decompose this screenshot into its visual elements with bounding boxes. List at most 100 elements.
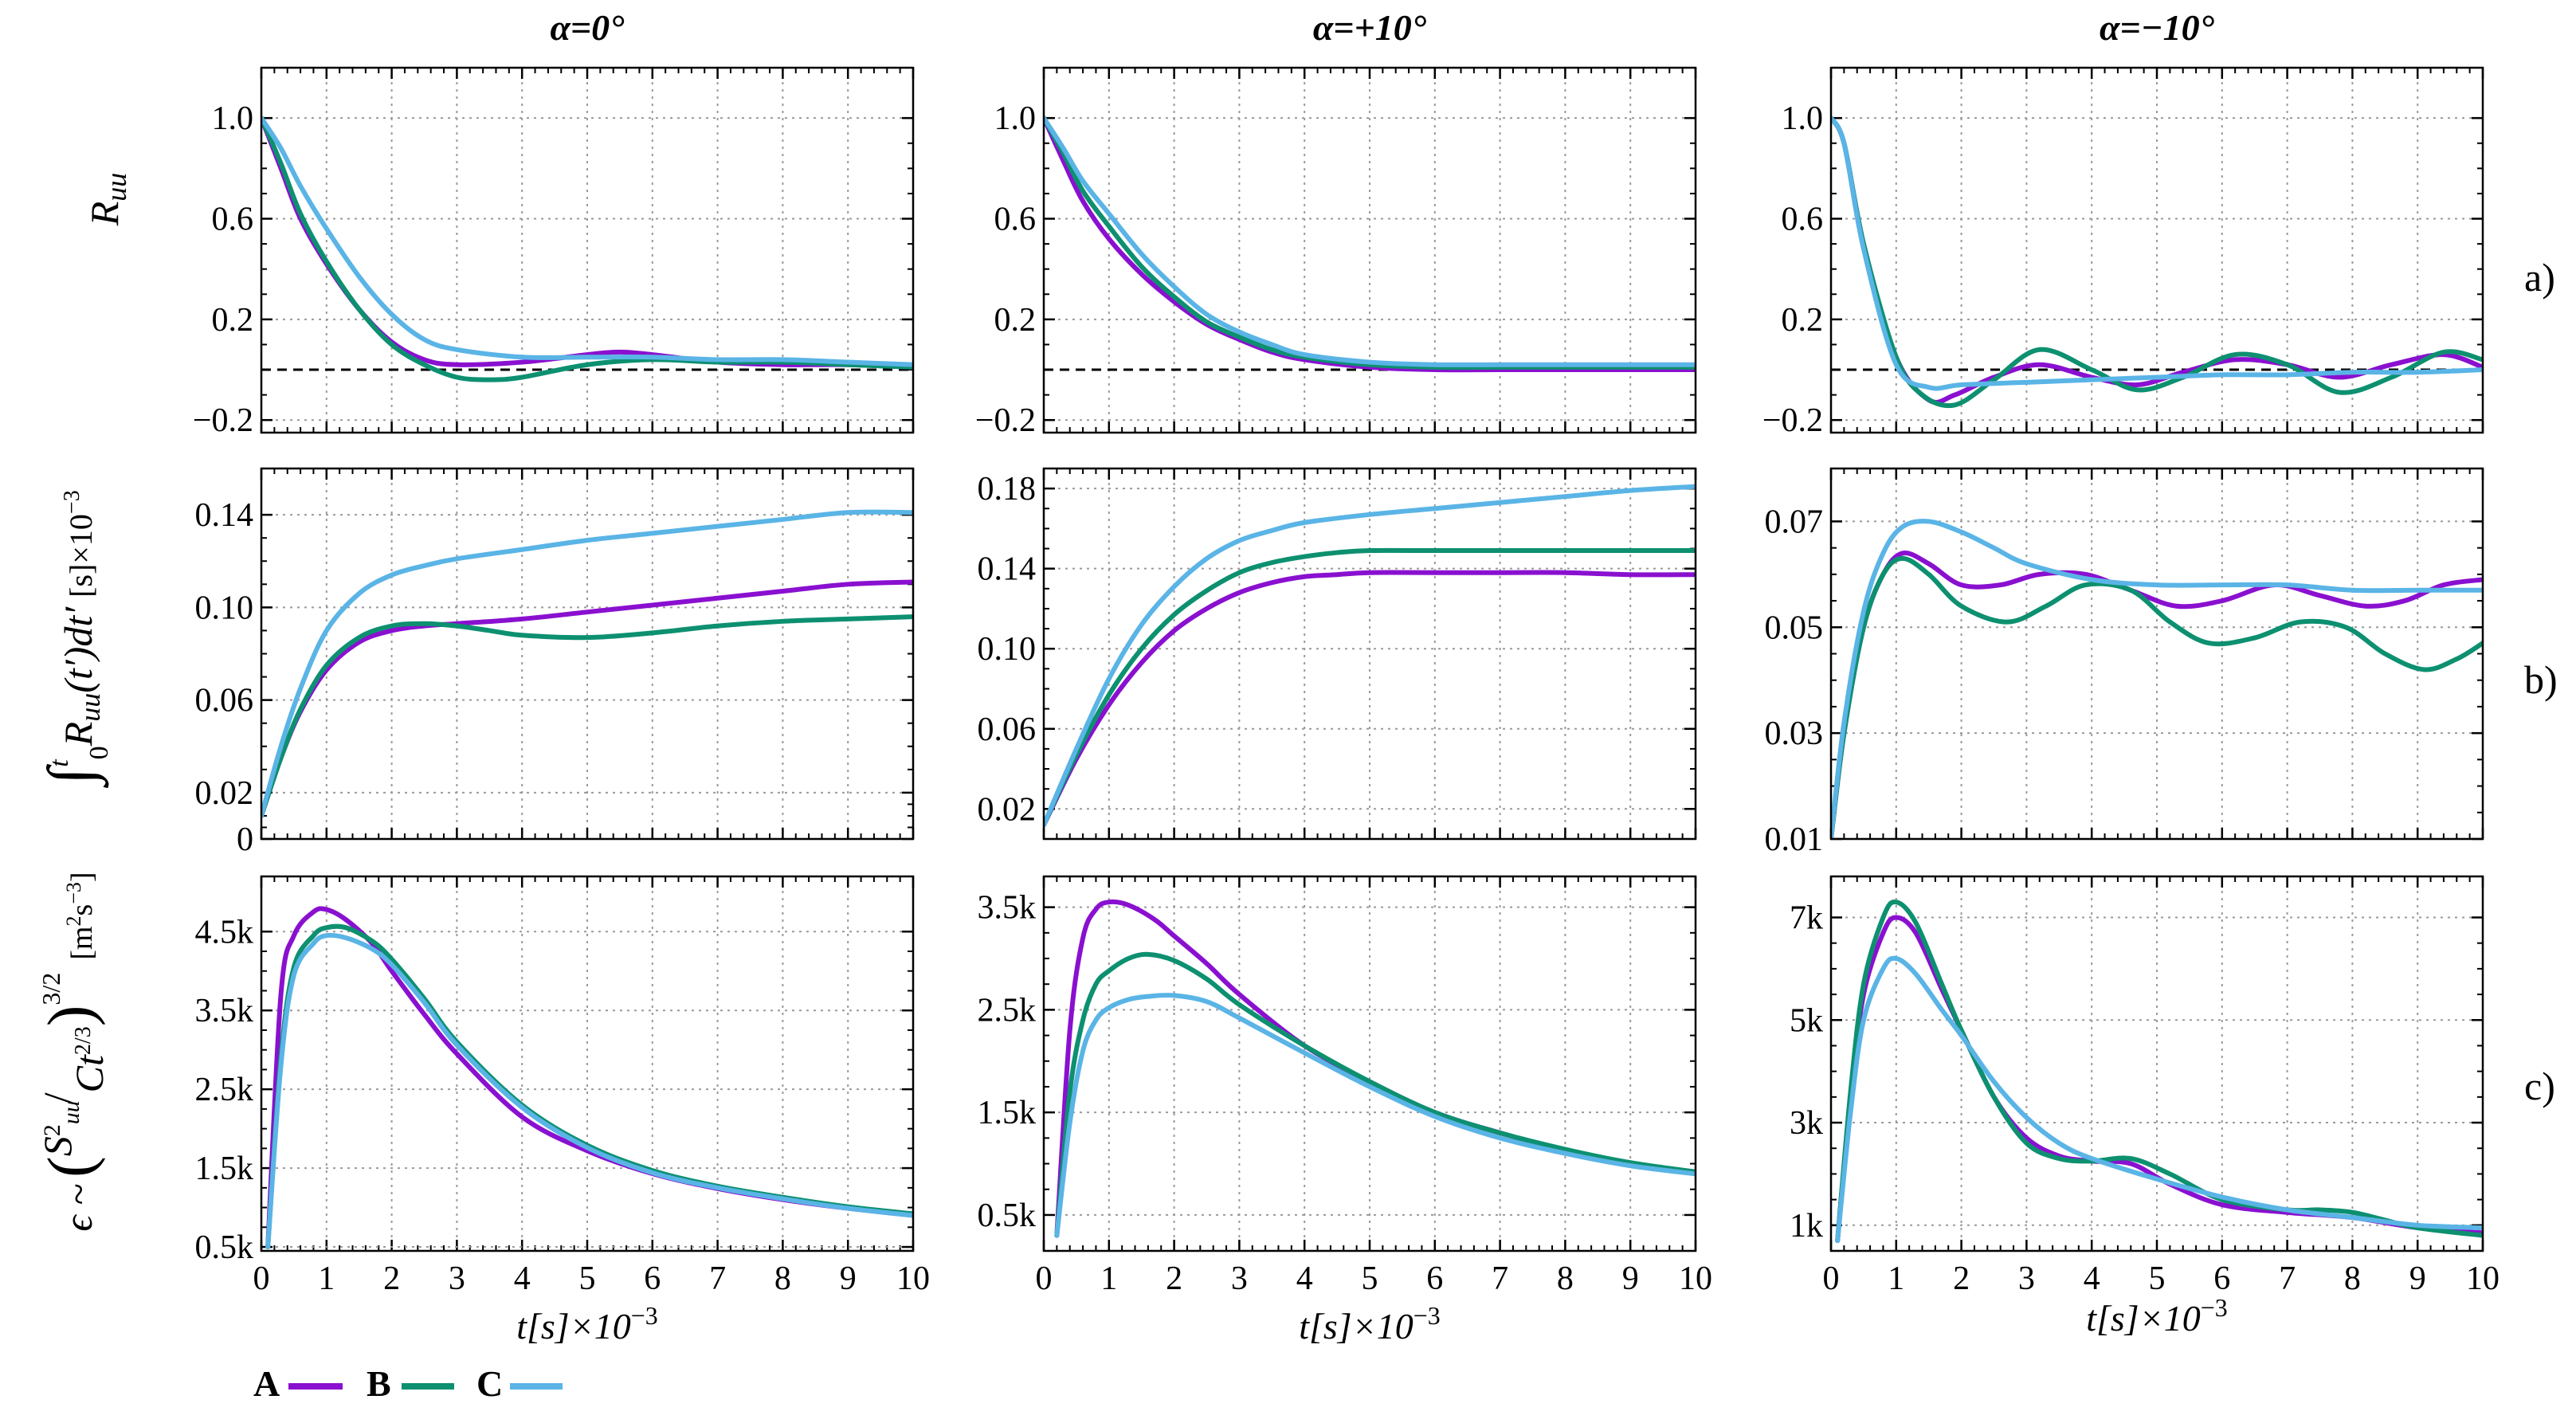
y-tick-label: 0.06 — [978, 711, 1037, 748]
y-tick-label: −0.2 — [975, 402, 1036, 439]
series-line-a — [265, 906, 913, 1250]
panel-a2: −0.2 0.2 0.6 1.0 — [1762, 66, 2484, 439]
series-line-c — [1831, 116, 2483, 391]
series-line-b — [261, 614, 913, 818]
series-line-a — [1044, 116, 1696, 373]
col-title-alpha-plus-10: α=+10° — [1313, 7, 1427, 48]
x-tick-label: 4 — [2084, 1260, 2100, 1297]
y-tick-label: 0.6 — [212, 202, 254, 238]
y-tick-label: 1.5k — [195, 1150, 254, 1187]
legend-label-a: A — [253, 1363, 280, 1404]
y-tick-label: 0.6 — [994, 202, 1037, 238]
y-tick-label: 0 — [237, 821, 253, 858]
x-tick-label: 6 — [644, 1260, 661, 1297]
svg-text:ϵ ~(S2uu/Ct2/3)3/2[m2s−3]: ϵ ~(S2uu/Ct2/3)3/2[m2s−3] — [35, 872, 112, 1231]
series-line-a — [1831, 116, 2483, 405]
y-tick-label: 1.5k — [978, 1095, 1037, 1131]
series-line-b — [1835, 900, 2483, 1244]
y-tick-label: 5k — [1790, 1002, 1823, 1039]
y-tick-label: 0.5k — [195, 1229, 254, 1266]
x-tick-label: 7 — [1492, 1260, 1508, 1297]
col-title-alpha-minus-10: α=−10° — [2100, 7, 2215, 48]
xaxis-label-col2-text: t[s]×10 — [2086, 1298, 2201, 1339]
ylabel-integral-rest: (t′)dt′ — [56, 606, 100, 693]
panel-b2: 0.01 0.03 0.05 0.07 — [1765, 467, 2484, 858]
row-tag-b: b) — [2524, 657, 2558, 702]
ylabel-integral-lower: 0 — [84, 746, 114, 759]
legend-label-b: B — [367, 1363, 391, 1404]
series-line-b — [1831, 555, 2483, 839]
x-tick-label: 1 — [318, 1260, 335, 1297]
x-tick-label: 2 — [1953, 1260, 1970, 1297]
plot-frame — [1042, 66, 1697, 434]
y-tick-label: 0.5k — [978, 1198, 1037, 1234]
x-tick-label: 2 — [1166, 1260, 1182, 1297]
x-tick-label: 5 — [2149, 1260, 2166, 1297]
panel-c0: 0 1 2 3 4 5 6 7 8 9 10 0.5k 1.5k 2.5k 3.5k 4.5k — [195, 875, 930, 1297]
ylabel-eps-num: S — [35, 1136, 80, 1156]
xaxis-label-col0-exp: −3 — [631, 1301, 658, 1330]
x-tick-label: 5 — [1362, 1260, 1378, 1297]
plot-frame — [1829, 66, 2484, 434]
ylabel-eps-units-exp2: −3 — [62, 882, 85, 904]
panel-a0: −0.2 0.2 0.6 1.0 — [193, 66, 915, 439]
series-line-c — [1044, 484, 1696, 828]
xaxis-label-col0: t[s]×10−3 — [516, 1301, 658, 1346]
plot-frame — [260, 467, 915, 841]
series-line-c — [261, 116, 913, 367]
ylabel-row-b: ∫t 0Ruu(t′)dt′ [s]×10−3 — [36, 490, 114, 788]
x-tick-label: 3 — [1231, 1260, 1248, 1297]
x-tick-label: 4 — [1296, 1260, 1313, 1297]
x-tick-label: 10 — [896, 1260, 930, 1297]
series-line-c — [1831, 519, 2483, 839]
x-tick-label: 5 — [579, 1260, 596, 1297]
y-tick-label: 0.14 — [978, 551, 1037, 588]
series-line-b — [1044, 116, 1696, 370]
xaxis-label-col1-text: t[s]×10 — [1299, 1306, 1413, 1346]
y-tick-label: 0.2 — [1782, 302, 1824, 339]
y-tick-label: −0.2 — [1762, 402, 1823, 439]
y-tick-label: 0.18 — [978, 471, 1037, 508]
legend-label-c: C — [476, 1363, 503, 1404]
x-tick-label: 7 — [709, 1260, 726, 1297]
ylabel-eps-units-exp1: 2 — [62, 916, 85, 927]
ylabel-integral-sign: ∫ — [36, 763, 109, 789]
ylabel-r-sub: uu — [100, 173, 132, 202]
x-tick-label: 10 — [1679, 1260, 1712, 1297]
x-tick-label: 6 — [1426, 1260, 1443, 1297]
ylabel-row-c: ϵ ~(S2uu/Ct2/3)3/2[m2s−3] — [35, 872, 112, 1231]
col-title-alpha-0: α=0° — [550, 7, 625, 48]
y-tick-label: 1.0 — [212, 100, 254, 137]
xaxis-label-col1-exp: −3 — [1413, 1301, 1441, 1330]
plot-frame — [1829, 467, 2484, 841]
y-tick-label: 0.01 — [1765, 821, 1824, 858]
series-line-a — [1054, 899, 1696, 1238]
x-tick-label: 8 — [1557, 1260, 1574, 1297]
y-tick-label: 0.06 — [195, 683, 254, 719]
x-tick-label: 0 — [253, 1260, 270, 1297]
x-tick-label: 0 — [1823, 1260, 1840, 1297]
x-tick-label: 10 — [2466, 1260, 2500, 1297]
y-tick-label: 0.02 — [195, 775, 254, 812]
y-tick-label: 1.0 — [994, 100, 1037, 137]
ylabel-integral-upper: t — [45, 758, 74, 767]
ylabel-integral-units-exp: −3 — [60, 490, 84, 514]
y-tick-label: 0.02 — [978, 791, 1037, 828]
ylabel-integral-sub: uu — [74, 693, 106, 722]
panel-a1: −0.2 0.2 0.6 1.0 — [975, 66, 1697, 439]
panel-c2: 0 1 2 3 4 5 6 7 8 9 10 1k 3k 5k 7k — [1790, 875, 2500, 1297]
x-tick-label: 9 — [1622, 1260, 1639, 1297]
series-line-a — [1831, 550, 2483, 839]
y-tick-label: 0.6 — [1782, 202, 1824, 238]
xaxis-label-col2: t[s]×10−3 — [2086, 1293, 2228, 1339]
y-tick-label: 3k — [1790, 1105, 1823, 1142]
ylabel-eps-prefix: ϵ ~ — [56, 1184, 100, 1232]
row-tag-a: a) — [2524, 255, 2555, 300]
ylabel-integral-body: R — [56, 722, 100, 747]
series-line-b — [265, 923, 913, 1250]
ylabel-eps-units-mid: s — [65, 904, 99, 916]
panel-b0: 0 0.02 0.06 0.10 0.14 — [195, 467, 915, 858]
y-tick-label: 7k — [1790, 900, 1823, 937]
y-tick-label: 0.03 — [1765, 715, 1824, 752]
plot-frame — [260, 66, 915, 434]
